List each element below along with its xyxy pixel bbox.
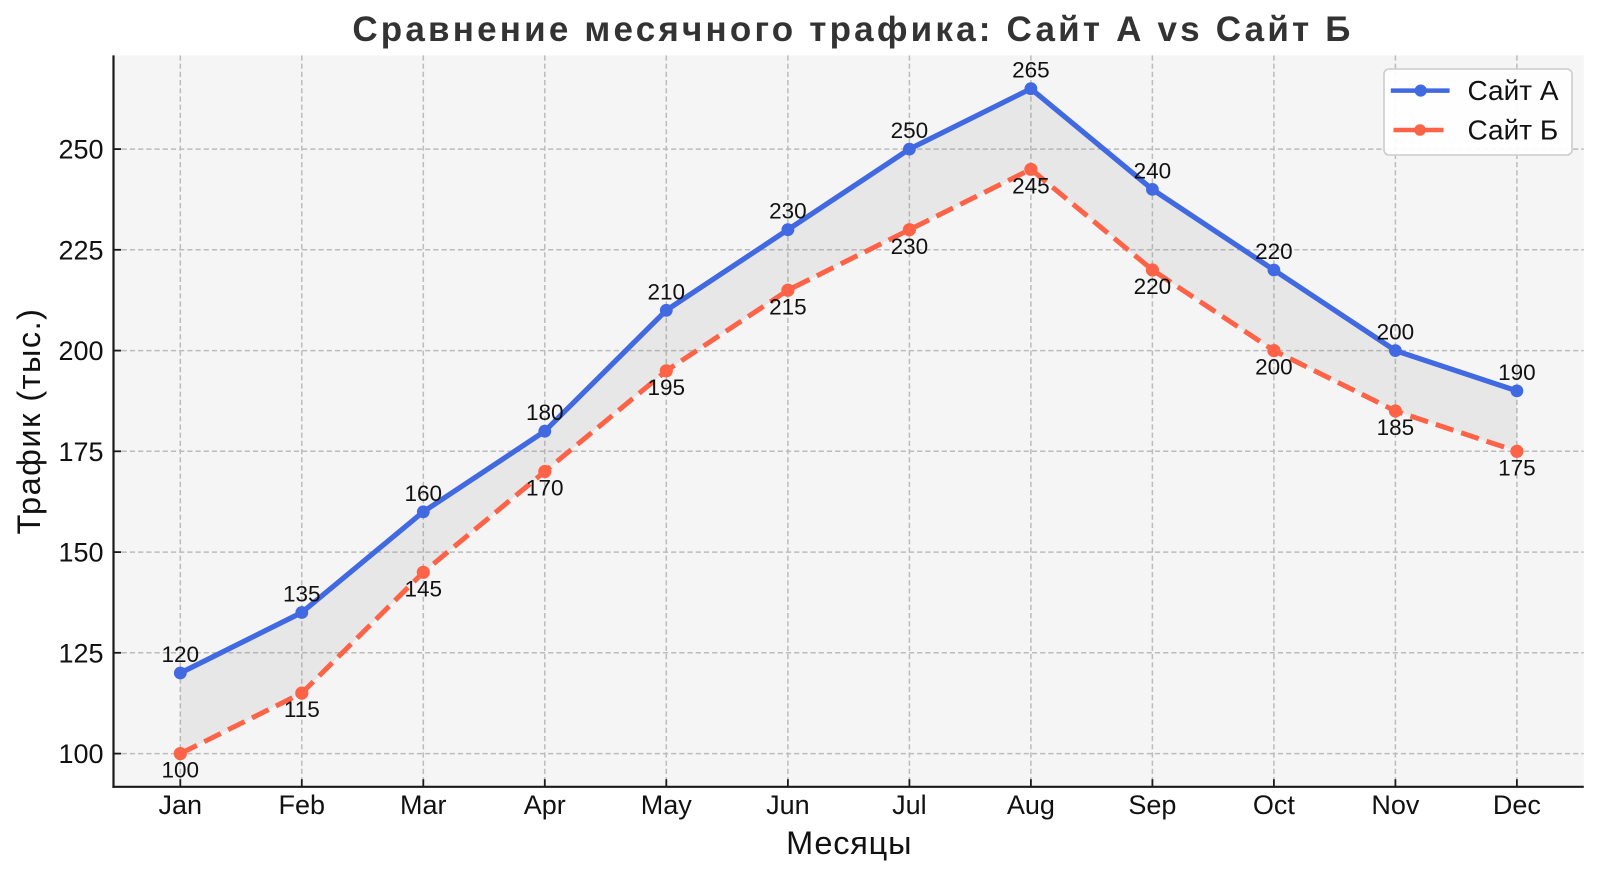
svg-text:Сравнение месячного трафика: С: Сравнение месячного трафика: Сайт А vs С… — [352, 10, 1353, 49]
svg-text:100: 100 — [162, 758, 200, 783]
svg-text:Dec: Dec — [1493, 790, 1541, 820]
svg-text:220: 220 — [1255, 239, 1293, 264]
svg-text:May: May — [641, 790, 693, 820]
svg-text:Jan: Jan — [159, 790, 203, 820]
svg-text:Jul: Jul — [892, 790, 927, 820]
svg-text:190: 190 — [1498, 360, 1536, 385]
svg-text:250: 250 — [58, 135, 103, 165]
svg-text:115: 115 — [284, 697, 320, 722]
svg-text:Apr: Apr — [524, 790, 566, 820]
svg-text:145: 145 — [405, 576, 443, 601]
svg-text:250: 250 — [891, 118, 929, 143]
svg-text:210: 210 — [648, 279, 686, 304]
svg-text:Месяцы: Месяцы — [786, 825, 912, 861]
svg-text:160: 160 — [405, 481, 443, 506]
svg-text:100: 100 — [58, 739, 103, 769]
svg-text:120: 120 — [162, 642, 200, 667]
svg-text:175: 175 — [1498, 455, 1536, 480]
svg-text:195: 195 — [648, 375, 686, 400]
svg-text:230: 230 — [891, 234, 929, 259]
svg-text:175: 175 — [58, 437, 103, 467]
svg-text:Mar: Mar — [400, 790, 447, 820]
svg-text:200: 200 — [1255, 355, 1293, 380]
svg-text:Jun: Jun — [766, 790, 810, 820]
svg-text:230: 230 — [769, 199, 807, 224]
svg-text:Трафик (тыс.): Трафик (тыс.) — [11, 308, 47, 535]
svg-text:185: 185 — [1377, 415, 1415, 440]
svg-text:Feb: Feb — [279, 790, 326, 820]
svg-text:125: 125 — [58, 638, 103, 668]
svg-text:170: 170 — [526, 476, 564, 501]
svg-text:Сайт Б: Сайт Б — [1468, 115, 1559, 146]
svg-text:220: 220 — [1134, 274, 1172, 299]
svg-text:180: 180 — [526, 400, 564, 425]
svg-text:265: 265 — [1012, 58, 1050, 83]
svg-text:Sep: Sep — [1128, 790, 1176, 820]
svg-text:215: 215 — [769, 294, 807, 319]
svg-text:Nov: Nov — [1371, 790, 1420, 820]
svg-text:Oct: Oct — [1253, 790, 1296, 820]
svg-text:135: 135 — [283, 582, 321, 607]
svg-text:225: 225 — [58, 235, 103, 265]
svg-text:240: 240 — [1134, 158, 1172, 183]
svg-text:245: 245 — [1012, 173, 1050, 198]
svg-text:Aug: Aug — [1007, 790, 1055, 820]
svg-text:200: 200 — [1377, 320, 1415, 345]
svg-text:Сайт А: Сайт А — [1468, 75, 1559, 106]
svg-text:150: 150 — [58, 538, 103, 568]
svg-text:200: 200 — [58, 336, 103, 366]
